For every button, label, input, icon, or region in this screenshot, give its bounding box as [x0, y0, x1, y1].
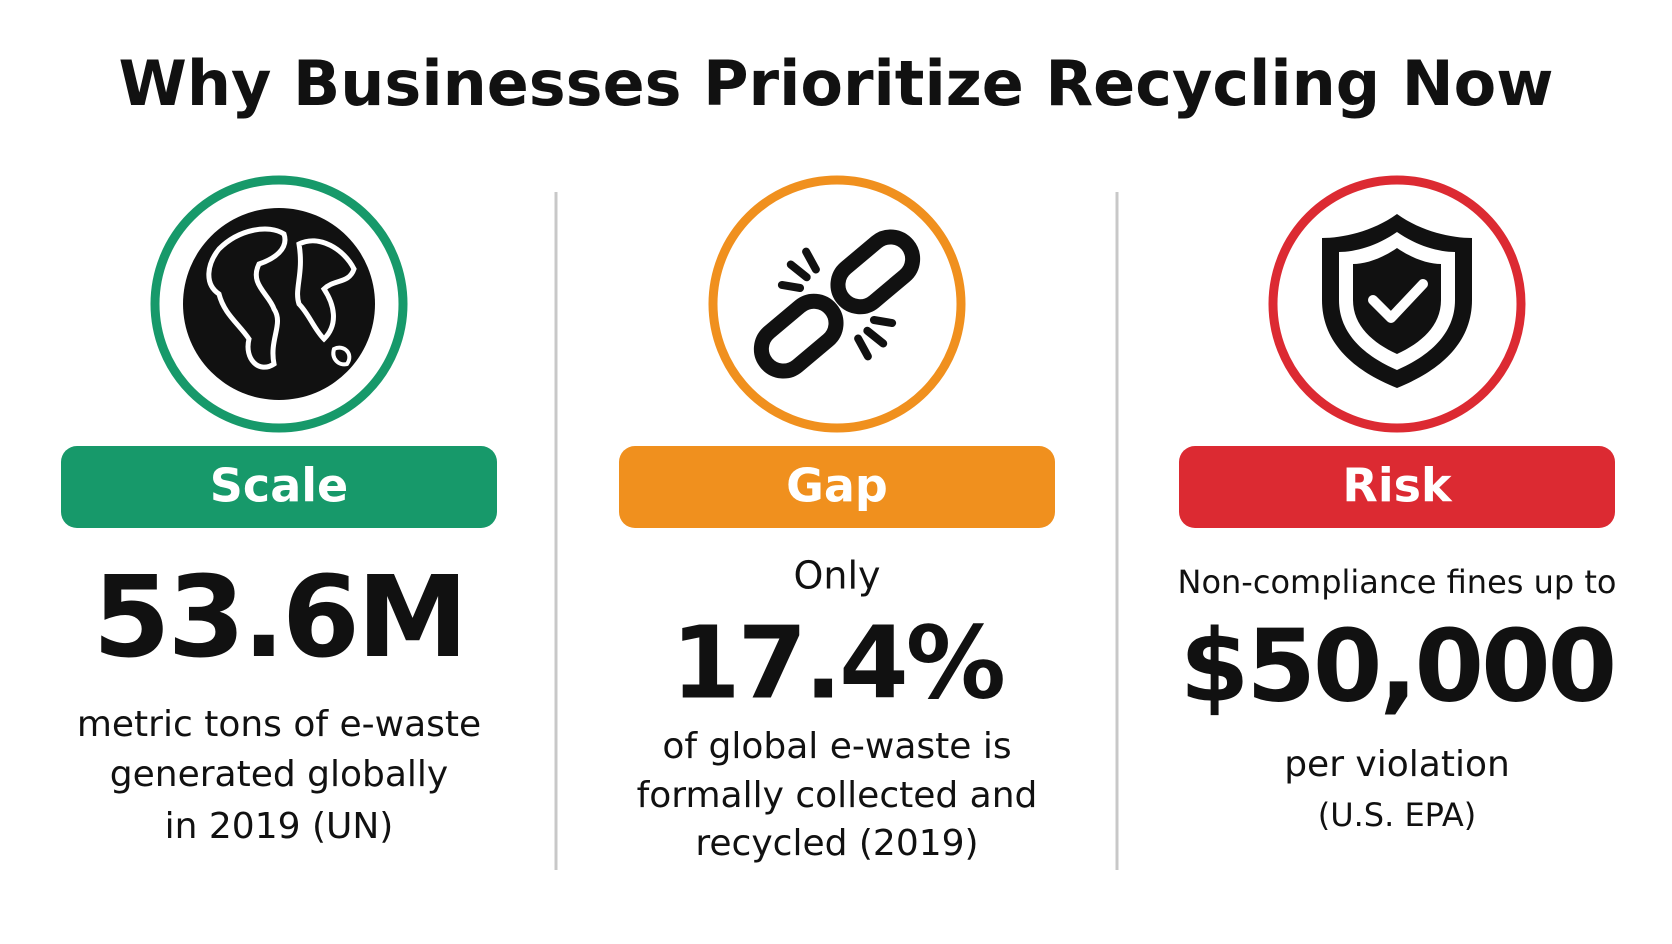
label-pill: [619, 446, 1055, 528]
description-line: (U.S. EPA): [1318, 796, 1477, 834]
stat-value: $50,000: [1180, 607, 1614, 724]
title: Why Businesses Prioritize Recycling Now: [119, 47, 1554, 120]
chain-icon: [753, 229, 921, 379]
lead-text: Only: [793, 554, 880, 598]
description-line: of global e-waste is: [662, 726, 1011, 767]
icon-ring: [1268, 175, 1526, 433]
description-line: in 2019 (UN): [165, 806, 394, 847]
description-line: formally collected and: [637, 775, 1038, 816]
label-pill: [1179, 446, 1615, 528]
stat-value: 17.4%: [671, 604, 1004, 721]
panel-label: Gap: [786, 459, 888, 513]
lead-text: Non-compliance fines up to: [1178, 563, 1617, 601]
globe-icon: [183, 208, 375, 400]
description-line: recycled (2019): [695, 823, 978, 864]
stat-value: 53.6M: [93, 553, 466, 683]
description-line: per violation: [1284, 744, 1510, 785]
label-pill: [61, 446, 497, 528]
shield-icon: [1322, 214, 1472, 388]
description-line: generated globally: [110, 754, 448, 795]
description-line: metric tons of e-waste: [77, 704, 481, 745]
panel-label: Scale: [210, 459, 348, 513]
panel-label: Risk: [1342, 459, 1453, 513]
icon-ring: [708, 175, 966, 433]
icon-ring: [150, 175, 408, 433]
